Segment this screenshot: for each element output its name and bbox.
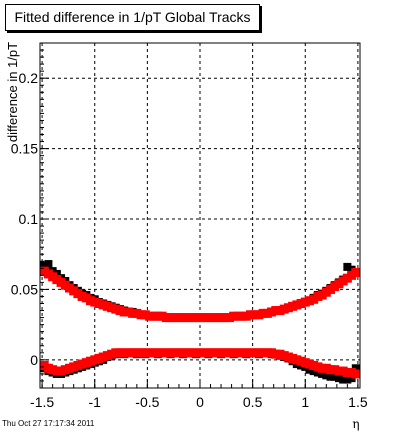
data-point [343, 262, 352, 271]
x-tick-label: 1.5 [348, 394, 368, 410]
axis-ticks [40, 49, 359, 388]
y-tick-label: 0.05 [11, 281, 38, 297]
timestamp: Thu Oct 27 17:17:34 2011 [2, 419, 95, 428]
y-tick-label: 0.15 [11, 141, 38, 157]
data-point [326, 372, 335, 381]
x-axis-label: η [352, 417, 359, 431]
plot-frame [39, 42, 361, 389]
grid [40, 43, 360, 388]
data-point [334, 374, 343, 383]
series-layer [39, 260, 361, 384]
x-tick-label: 0.5 [243, 394, 263, 410]
x-tick-label: 0 [196, 394, 204, 410]
data-point [44, 260, 53, 269]
data-point [343, 375, 352, 384]
data-point [339, 375, 348, 384]
data-point [318, 369, 327, 378]
x-tick-label: -1.5 [30, 394, 54, 410]
y-tick-label: 0.1 [19, 211, 39, 227]
x-tick-label: 1 [301, 394, 309, 410]
x-tick-label: -1 [89, 394, 102, 410]
data-point [322, 371, 331, 380]
tick-labels: -1.5 -1 -0.5 0 0.5 1 1.5 0 0.05 0.1 0.15 0.2 [11, 70, 368, 410]
data-point [351, 369, 361, 379]
title-box: Fitted difference in 1/pT Global Tracks [5, 4, 260, 31]
data-point [40, 261, 49, 270]
series-1 [39, 266, 361, 379]
y-tick-label: 0.2 [19, 70, 39, 86]
x-tick-label: -0.5 [135, 394, 159, 410]
data-point [351, 268, 361, 278]
y-tick-label: 0 [30, 352, 38, 368]
data-point [330, 372, 339, 381]
y-axis-label: difference in 1/pT [5, 42, 20, 142]
chart-title: Fitted difference in 1/pT Global Tracks [14, 9, 251, 25]
